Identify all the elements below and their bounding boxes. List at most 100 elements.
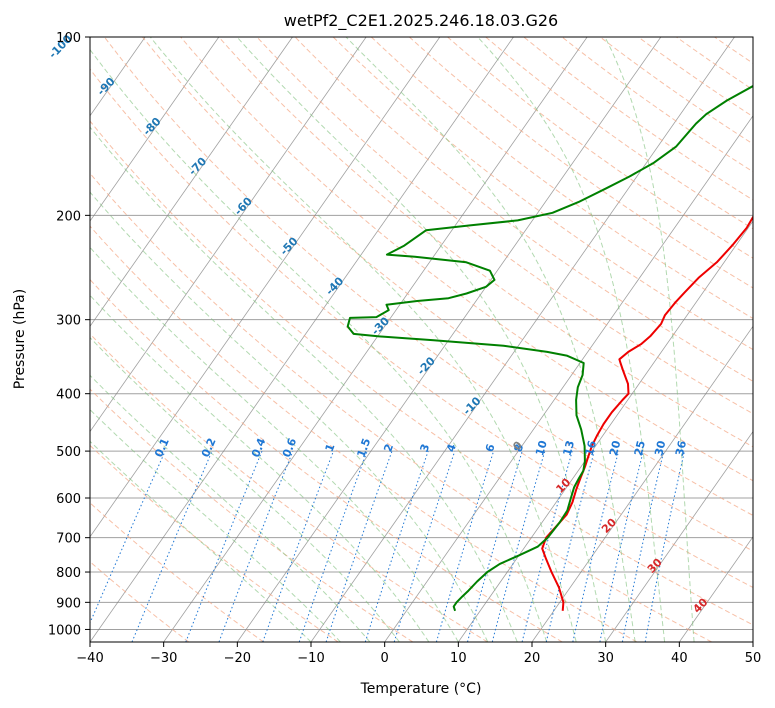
dry-adiabat-line <box>447 37 753 259</box>
x-tick-label: 10 <box>450 651 467 666</box>
x-tick-label: 50 <box>745 651 762 666</box>
y-tick-label: 600 <box>56 492 81 507</box>
y-tick-label: 400 <box>56 388 81 403</box>
y-tick-label: 800 <box>56 566 81 581</box>
mixing-ratio-line <box>364 450 429 642</box>
isotherm-line <box>0 37 72 642</box>
y-tick-label: 1000 <box>48 623 81 638</box>
dry-adiabat-line <box>90 225 638 642</box>
mixing-ratio-line <box>467 450 523 642</box>
moist-adiabat-line <box>477 37 666 642</box>
y-tick-label: 100 <box>56 31 81 46</box>
background-lines <box>0 37 753 642</box>
mixing-ratio-line <box>491 450 546 642</box>
dry-adiabat-line <box>294 37 753 382</box>
isotherm-line <box>90 37 367 433</box>
x-tick-label: −10 <box>297 651 324 666</box>
dry-adiabat-line <box>90 120 753 626</box>
mixing-ratio-label: 3 <box>417 442 432 453</box>
dry-adiabat-line <box>180 37 753 482</box>
mixing-ratio-line <box>393 450 456 642</box>
isotherm-line <box>310 37 735 642</box>
mixing-ratio-label: 25 <box>632 439 648 457</box>
mixing-ratio-label: 16 <box>583 439 600 457</box>
y-tick-label: 200 <box>56 209 81 224</box>
mixing-ratio-label: 1.5 <box>354 436 373 459</box>
dry-adiabat-line <box>90 172 712 642</box>
y-axis-label: Pressure (hPa) <box>12 289 28 389</box>
moist-adiabat-line <box>90 408 341 642</box>
y-tick-label: 700 <box>56 532 81 547</box>
dry-adiabat-line <box>90 68 753 589</box>
mixing-ratio-label: 4 <box>444 442 459 454</box>
x-tick-label: 0 <box>381 651 389 666</box>
x-tick-label: 40 <box>671 651 688 666</box>
mixing-ratio-label: 30 <box>652 439 668 457</box>
mixing-ratio-line <box>131 450 213 642</box>
mixing-ratio-line <box>521 450 573 642</box>
mixing-ratio-label: 8 <box>512 443 527 454</box>
isotherm-line <box>90 37 441 538</box>
isotherm-line <box>679 536 753 642</box>
isotherm-line <box>90 37 514 642</box>
mixing-ratio-line <box>644 450 685 642</box>
moist-adiabat-line <box>90 246 459 642</box>
x-axis-label: Temperature (°C) <box>360 681 482 697</box>
mixing-ratio-label: 1 <box>323 442 338 454</box>
mixing-ratio-line <box>572 450 620 642</box>
y-tick-label: 300 <box>56 314 81 329</box>
x-tick-label: −20 <box>224 651 251 666</box>
isotherm-line <box>752 641 753 642</box>
dry-adiabat-line <box>332 37 753 351</box>
moist-adiabat-line <box>90 336 400 642</box>
dry-adiabat-line <box>90 388 414 642</box>
temperature-profile-line <box>541 215 753 611</box>
isotherm-line <box>90 37 293 327</box>
mixing-ratio-line <box>325 450 393 642</box>
moist-adiabat-line <box>90 191 489 642</box>
isotherm-line <box>605 430 753 642</box>
mixing-ratio-line <box>435 450 495 642</box>
moist-adiabat-line <box>236 37 607 642</box>
isotherm-line <box>458 220 753 642</box>
moist-adiabat-line <box>604 37 695 642</box>
dry-adiabat-line <box>561 37 753 173</box>
y-tick-label: 500 <box>56 445 81 460</box>
x-tick-label: 30 <box>597 651 614 666</box>
y-tick-label: 900 <box>56 596 81 611</box>
moist-adiabat-line <box>149 37 577 642</box>
x-tick-label: −40 <box>76 651 103 666</box>
moist-adiabat-line <box>345 37 636 642</box>
axis-ticks: −40 −30 −20 −10 0 10 20 30 40 50 100 200 300 400 500 60… <box>48 31 761 666</box>
data-series <box>346 84 753 612</box>
isotherm-line <box>384 115 753 642</box>
isotherm-line <box>531 325 753 642</box>
dry-adiabat-line <box>485 37 753 230</box>
mixing-ratio-label: 10 <box>533 439 550 458</box>
plot-frame <box>89 36 754 643</box>
moist-adiabat-line <box>90 374 371 642</box>
dry-adiabat-line <box>90 333 488 642</box>
dry-adiabat-line <box>90 502 264 642</box>
x-tick-label: −30 <box>150 651 177 666</box>
mixing-ratio-label: 6 <box>483 442 498 454</box>
mixing-ratio-label: 20 <box>607 439 624 457</box>
dry-adiabat-line <box>370 37 753 320</box>
moist-adiabat-line <box>90 294 430 642</box>
mixing-ratio-label: 2 <box>381 442 396 454</box>
mixing-ratio-line <box>545 450 595 642</box>
chart-title: wetPf2_C2E1.2025.246.18.03.G26 <box>284 11 558 31</box>
dewpoint-profile-line <box>346 84 753 612</box>
isotherm-line <box>90 37 220 222</box>
mixing-ratio-line <box>298 450 368 642</box>
mixing-ratio-label: 36 <box>673 439 689 457</box>
mixing-ratio-label: 13 <box>561 439 578 457</box>
moist-adiabat-line <box>90 48 548 642</box>
moist-adiabat-line <box>90 126 518 642</box>
dry-adiabat-line <box>218 37 753 448</box>
dry-adiabat-line <box>90 278 563 642</box>
mixing-ratio-line <box>621 450 665 642</box>
dry-adiabat-line <box>90 444 339 642</box>
x-tick-label: 20 <box>524 651 541 666</box>
